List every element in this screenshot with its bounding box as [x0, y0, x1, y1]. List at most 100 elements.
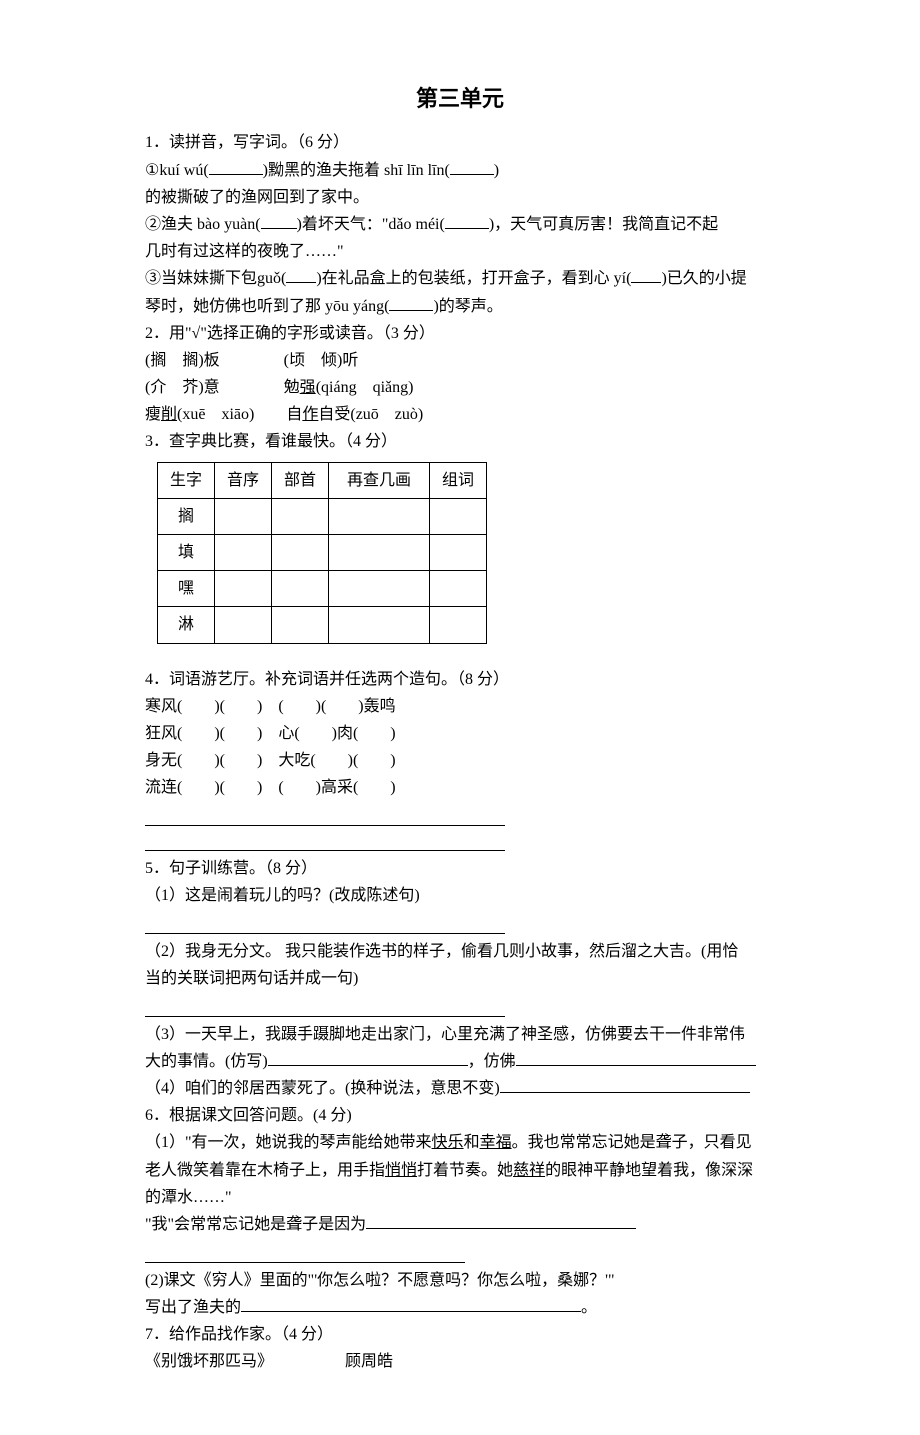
q1-l2b: )着坏天气："dǎo méi( [297, 216, 445, 233]
cell [272, 607, 329, 643]
q6-p2c: 打着节奏。她 [417, 1162, 513, 1179]
th-bushou: 部首 [272, 462, 329, 498]
q6-p4: "我"会常常忘记她是聋子是因为 [145, 1211, 775, 1238]
q3-stem: 3．查字典比赛，看谁最快。（4 分） [145, 428, 775, 455]
q1-l3b: )在礼品盒上的包装纸，打开盒子，看到心 yí( [316, 270, 631, 287]
q1-l3c: )已久的小提 [661, 270, 746, 287]
q5-s4: （4）咱们的邻居西蒙死了。(换种说法，意思不变) [145, 1075, 775, 1102]
q2-l2: (介 芥)意 勉强(qiáng qiǎng) [145, 374, 775, 401]
q1-l2c: )，天气可真厉害！我简直记不起 [489, 216, 718, 233]
blank [268, 1049, 468, 1066]
q1-l1c: ) [494, 162, 499, 179]
th-yinxu: 音序 [215, 462, 272, 498]
blank [241, 1295, 581, 1312]
q4-l2: 狂风( )( ) 心( )肉( ) [145, 720, 775, 747]
q6-u3: 悄悄 [385, 1162, 417, 1179]
table-row: 嘿 [158, 571, 487, 607]
q1-stem: 1．读拼音，写字词。（6 分） [145, 129, 775, 156]
cell [215, 498, 272, 534]
cell-char: 嘿 [158, 571, 215, 607]
blank-line [145, 998, 505, 1017]
table-header-row: 生字 音序 部首 再查几画 组词 [158, 462, 487, 498]
cell [430, 607, 487, 643]
blank-line [145, 832, 505, 851]
blank [366, 1212, 636, 1229]
q4-l4: 流连( )( ) ( )高采( ) [145, 774, 775, 801]
q6-p5: (2)课文《穷人》里面的"'你怎么啦？不愿意吗？你怎么啦，桑娜？'" [145, 1267, 775, 1294]
cell [329, 535, 430, 571]
q2-l1: (搁 搁)板 (顷 倾)听 [145, 347, 775, 374]
q1-l3a: ③当妹妹撕下包guǒ( [145, 270, 286, 287]
q2-stem: 2．用"√"选择正确的字形或读音。（3 分） [145, 320, 775, 347]
q2-l3e: 自受(zuō zuò) [318, 406, 423, 423]
q6-p6b: 。 [581, 1299, 597, 1316]
table-row: 搁 [158, 498, 487, 534]
blank [209, 158, 263, 175]
q6-p2a: 老人微笑着靠在木椅子上，用手指 [145, 1162, 385, 1179]
q5-s4a: （4）咱们的邻居西蒙死了。(换种说法，意思不变) [145, 1080, 500, 1097]
q2-l3a: 瘦 [145, 406, 161, 423]
cell [329, 607, 430, 643]
q6-u2: 幸福 [480, 1134, 512, 1151]
q5-s2a: （2）我身无分文。 我只能装作选书的样子，偷看几则小故事，然后溜之大吉。(用恰 [145, 938, 775, 965]
q6-p6: 写出了渔夫的。 [145, 1294, 775, 1321]
q6-p2e: 的眼神平静地望着我，像深深 [545, 1162, 753, 1179]
q5-s3b: 大的事情。(仿写)，仿佛 [145, 1048, 775, 1075]
q6-p1: （1）"有一次，她说我的琴声能给她带来快乐和幸福。我也常常忘记她是聋子，只看见 [145, 1129, 775, 1156]
page-title: 第三单元 [145, 80, 775, 117]
th-zuci: 组词 [430, 462, 487, 498]
blank [516, 1049, 756, 1066]
q5-stem: 5．句子训练营。（8 分） [145, 855, 775, 882]
blank [450, 158, 494, 175]
cell [215, 535, 272, 571]
q2-l3-underline2: 作 [302, 406, 318, 423]
q5-s3b-text: 大的事情。(仿写) [145, 1053, 268, 1070]
q1-line2b: 几时有过这样的夜晚了……" [145, 238, 775, 265]
q2-l3-underline1: 削 [161, 406, 177, 423]
cell [430, 571, 487, 607]
q6-p1a: （1）"有一次，她说我的琴声能给她带来 [145, 1134, 432, 1151]
q6-u1: 快乐 [432, 1134, 464, 1151]
q2-l3c: (xuē xiāo) 自 [177, 406, 302, 423]
cell [329, 498, 430, 534]
blank [500, 1076, 750, 1093]
q4-l3: 身无( )( ) 大吃( )( ) [145, 747, 775, 774]
q6-p1e: 。我也常常忘记她是聋子，只看见 [512, 1134, 752, 1151]
blank [261, 212, 297, 229]
cell [272, 535, 329, 571]
cell [215, 607, 272, 643]
q2-l3: 瘦削(xuē xiāo) 自作自受(zuō zuò) [145, 401, 775, 428]
q6-stem: 6．根据课文回答问题。(4 分) [145, 1102, 775, 1129]
q5-s1: （1）这是闹着玩儿的吗？(改成陈述句) [145, 882, 775, 909]
blank [389, 294, 433, 311]
q1-line1b: 的被撕破了的渔网回到了家中。 [145, 184, 775, 211]
cell-char: 搁 [158, 498, 215, 534]
table-row: 淋 [158, 607, 487, 643]
q5-s2b: 当的关联词把两句话并成一句) [145, 965, 775, 992]
q1-l1a: ①kuí wú( [145, 162, 209, 179]
blank [286, 266, 316, 283]
cell [272, 498, 329, 534]
blank [445, 212, 489, 229]
cell-char: 填 [158, 535, 215, 571]
th-char: 生字 [158, 462, 215, 498]
blank-line [145, 808, 505, 827]
cell [215, 571, 272, 607]
cell [272, 571, 329, 607]
char-table: 生字 音序 部首 再查几画 组词 搁 填 嘿 淋 [157, 462, 487, 644]
q2-l2a: (介 芥)意 勉 [145, 379, 300, 396]
blank [631, 266, 661, 283]
q7-l1: 《别饿坏那匹马》 顾周皓 [145, 1348, 775, 1375]
q2-l2c: (qiáng qiǎng) [316, 379, 414, 396]
q4-l1: 寒风( )( ) ( )( )轰鸣 [145, 693, 775, 720]
q2-l2-underline: 强 [300, 379, 316, 396]
q1-l2a: ②渔夫 bào yuàn( [145, 216, 261, 233]
blank-line [145, 915, 505, 934]
q4-stem: 4．词语游艺厅。补充词语并任选两个造句。（8 分） [145, 666, 775, 693]
table-row: 填 [158, 535, 487, 571]
cell [329, 571, 430, 607]
q1-line2: ②渔夫 bào yuàn( )着坏天气："dǎo méi( )，天气可真厉害！我简直… [145, 211, 775, 238]
q6-p1c: 和 [464, 1134, 480, 1151]
q6-p3: 的潭水……" [145, 1184, 775, 1211]
th-zaicha: 再查几画 [329, 462, 430, 498]
